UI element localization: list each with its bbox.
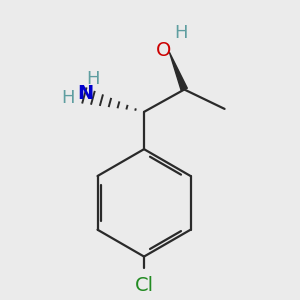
Text: N: N [78,85,94,104]
Text: H: H [61,89,75,107]
Text: Cl: Cl [134,276,154,295]
Polygon shape [169,52,188,91]
Text: H: H [87,70,100,88]
Text: H: H [175,24,188,42]
Text: O: O [156,41,171,60]
